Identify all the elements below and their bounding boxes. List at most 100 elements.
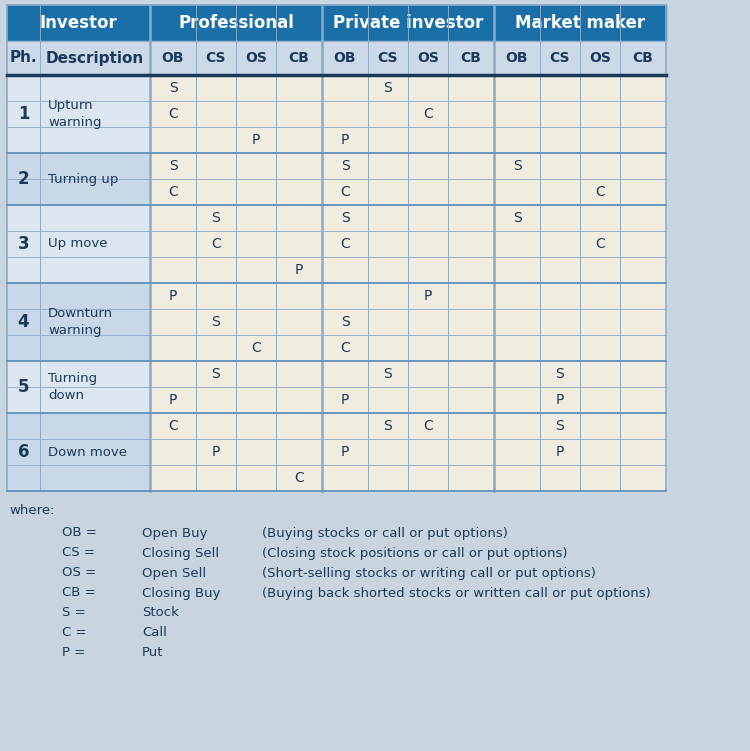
Bar: [150, 413, 666, 491]
Text: Up move: Up move: [48, 237, 107, 251]
Text: S =: S =: [62, 607, 86, 620]
Text: Put: Put: [142, 647, 164, 659]
Text: Open Sell: Open Sell: [142, 566, 206, 580]
Text: C: C: [340, 237, 350, 251]
Bar: [150, 283, 666, 361]
Text: P: P: [340, 133, 350, 147]
Text: CB: CB: [460, 51, 482, 65]
Text: (Buying back shorted stocks or written call or put options): (Buying back shorted stocks or written c…: [262, 587, 651, 599]
Text: P: P: [169, 289, 177, 303]
Text: S: S: [211, 367, 220, 381]
Text: S: S: [340, 159, 350, 173]
Text: C: C: [168, 107, 178, 121]
Text: S: S: [383, 81, 392, 95]
Text: C: C: [596, 185, 604, 199]
Text: Investor: Investor: [40, 14, 117, 32]
Text: Open Buy: Open Buy: [142, 526, 208, 539]
Bar: [7, 361, 150, 413]
Text: OS: OS: [589, 51, 611, 65]
Text: OS: OS: [245, 51, 267, 65]
Text: (Short-selling stocks or writing call or put options): (Short-selling stocks or writing call or…: [262, 566, 596, 580]
Text: Stock: Stock: [142, 607, 178, 620]
Bar: [7, 413, 150, 491]
Text: OB: OB: [162, 51, 184, 65]
Text: Turning up: Turning up: [48, 173, 118, 185]
Text: P: P: [556, 393, 564, 407]
Text: Call: Call: [142, 626, 166, 640]
Text: 5: 5: [18, 378, 29, 396]
Text: Down move: Down move: [48, 445, 127, 459]
Text: Ph.: Ph.: [10, 50, 38, 65]
Text: C: C: [294, 471, 304, 485]
Text: OB: OB: [506, 51, 528, 65]
Text: S: S: [556, 367, 564, 381]
Text: C: C: [211, 237, 220, 251]
Text: S: S: [513, 211, 521, 225]
Text: P: P: [556, 445, 564, 459]
Text: P: P: [340, 393, 350, 407]
Text: Closing Sell: Closing Sell: [142, 547, 219, 559]
Text: S: S: [556, 419, 564, 433]
Text: Downturn
warning: Downturn warning: [48, 307, 113, 337]
Text: S: S: [211, 211, 220, 225]
Text: Private investor: Private investor: [333, 14, 483, 32]
Bar: [7, 41, 666, 75]
Text: 6: 6: [18, 443, 29, 461]
Text: 4: 4: [18, 313, 29, 331]
Text: Closing Buy: Closing Buy: [142, 587, 220, 599]
Bar: [7, 5, 666, 41]
Text: C: C: [596, 237, 604, 251]
Text: Upturn
warning: Upturn warning: [48, 99, 101, 129]
Text: where:: where:: [9, 503, 55, 517]
Text: CB =: CB =: [62, 587, 96, 599]
Text: S: S: [211, 315, 220, 329]
Text: C: C: [168, 185, 178, 199]
Text: P: P: [424, 289, 432, 303]
Text: (Closing stock positions or call or put options): (Closing stock positions or call or put …: [262, 547, 568, 559]
Text: P: P: [252, 133, 260, 147]
Text: CS =: CS =: [62, 547, 94, 559]
Text: P: P: [169, 393, 177, 407]
Text: P: P: [211, 445, 220, 459]
Text: CS: CS: [378, 51, 398, 65]
Bar: [150, 361, 666, 413]
Text: Professional: Professional: [178, 14, 294, 32]
Text: 3: 3: [18, 235, 29, 253]
Text: C: C: [340, 185, 350, 199]
Text: Description: Description: [46, 50, 144, 65]
Bar: [7, 153, 150, 205]
Text: (Buying stocks or call or put options): (Buying stocks or call or put options): [262, 526, 508, 539]
Text: CB: CB: [632, 51, 653, 65]
Bar: [150, 153, 666, 205]
Text: C: C: [168, 419, 178, 433]
Text: P: P: [295, 263, 303, 277]
Text: OB: OB: [334, 51, 356, 65]
Text: CS: CS: [206, 51, 226, 65]
Text: S: S: [383, 367, 392, 381]
Text: C: C: [423, 107, 433, 121]
Text: 2: 2: [18, 170, 29, 188]
Text: S: S: [383, 419, 392, 433]
Text: OB =: OB =: [62, 526, 97, 539]
Text: C =: C =: [62, 626, 86, 640]
Text: S: S: [340, 315, 350, 329]
Text: S: S: [169, 159, 177, 173]
Text: S: S: [513, 159, 521, 173]
Text: Turning
down: Turning down: [48, 372, 98, 402]
Text: P =: P =: [62, 647, 86, 659]
Bar: [7, 205, 150, 283]
Bar: [150, 75, 666, 153]
Bar: [150, 205, 666, 283]
Text: OS =: OS =: [62, 566, 96, 580]
Text: CB: CB: [289, 51, 310, 65]
Text: P: P: [340, 445, 350, 459]
Text: C: C: [423, 419, 433, 433]
Bar: [7, 75, 150, 153]
Bar: [7, 283, 150, 361]
Text: C: C: [340, 341, 350, 355]
Text: S: S: [340, 211, 350, 225]
Text: C: C: [251, 341, 261, 355]
Text: OS: OS: [417, 51, 439, 65]
Text: 1: 1: [18, 105, 29, 123]
Text: CS: CS: [550, 51, 570, 65]
